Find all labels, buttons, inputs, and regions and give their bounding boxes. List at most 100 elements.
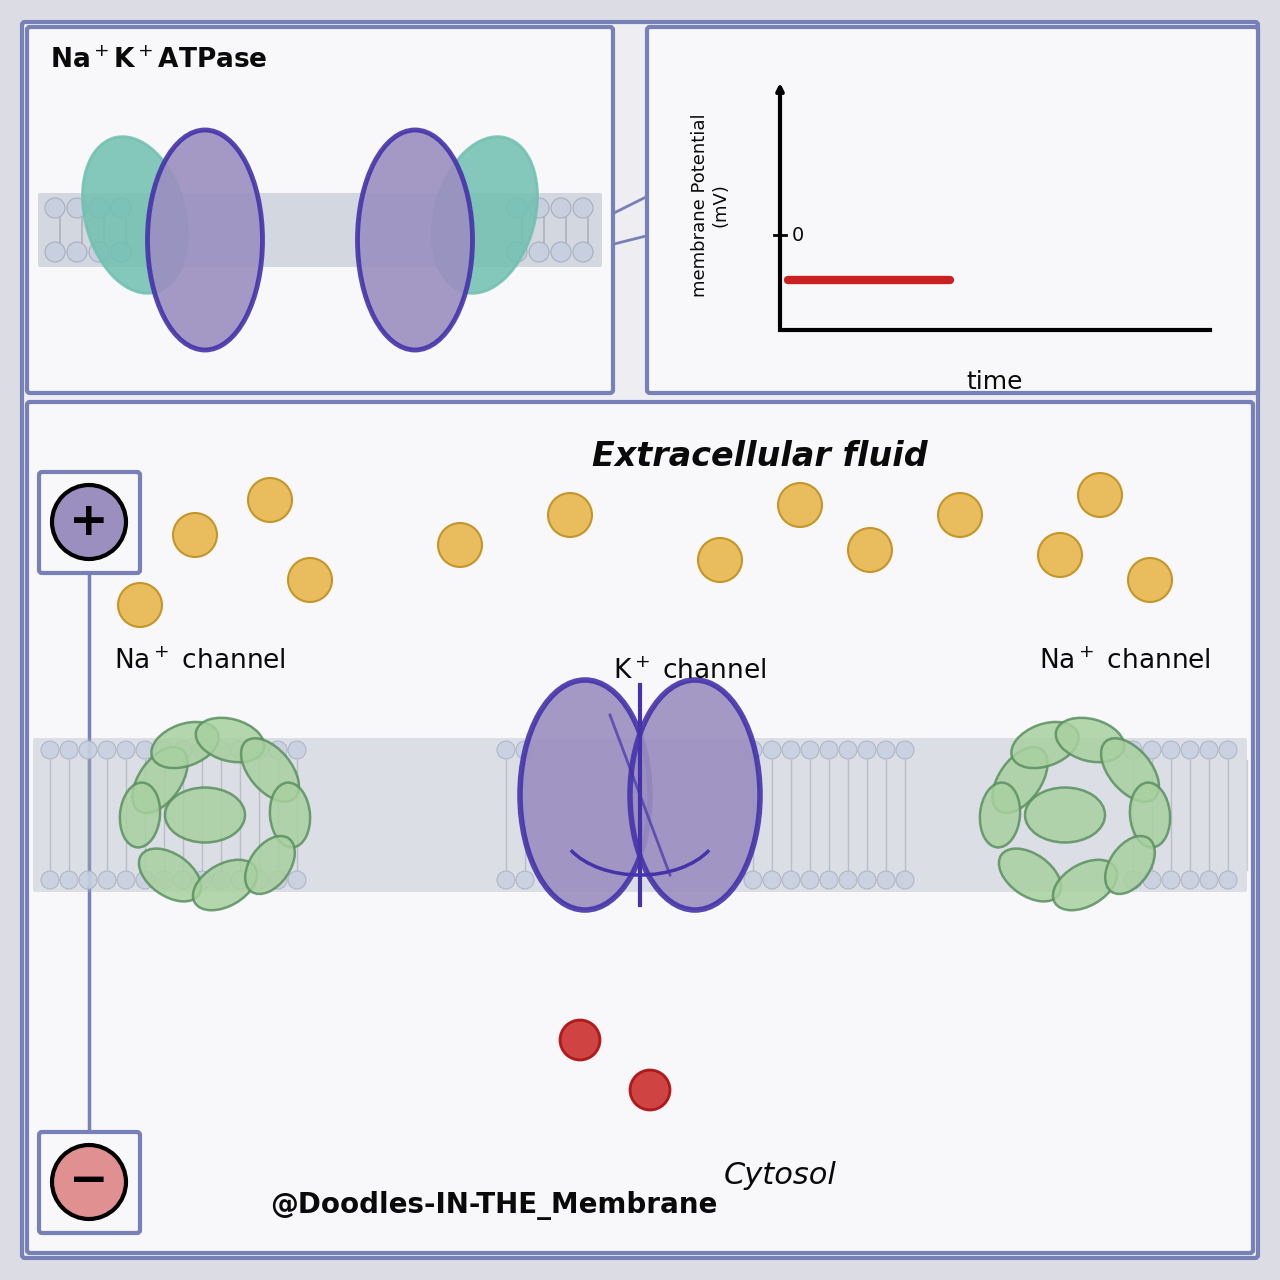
Circle shape — [1128, 558, 1172, 602]
Ellipse shape — [1101, 739, 1158, 801]
Circle shape — [896, 741, 914, 759]
Circle shape — [820, 870, 838, 890]
Circle shape — [1162, 870, 1180, 890]
Text: Extracellular fluid: Extracellular fluid — [593, 440, 928, 474]
Ellipse shape — [998, 849, 1061, 901]
Circle shape — [1162, 741, 1180, 759]
Circle shape — [763, 870, 781, 890]
Ellipse shape — [132, 748, 188, 813]
Circle shape — [801, 741, 819, 759]
Ellipse shape — [147, 131, 262, 349]
Ellipse shape — [196, 718, 264, 762]
Circle shape — [1124, 741, 1142, 759]
Text: +: + — [69, 499, 109, 544]
Circle shape — [838, 870, 858, 890]
Circle shape — [67, 198, 87, 218]
Circle shape — [849, 529, 892, 572]
FancyBboxPatch shape — [22, 22, 1258, 1258]
Circle shape — [60, 870, 78, 890]
Circle shape — [269, 870, 287, 890]
Circle shape — [507, 198, 527, 218]
FancyBboxPatch shape — [27, 27, 613, 393]
Circle shape — [41, 741, 59, 759]
Ellipse shape — [270, 782, 310, 847]
Circle shape — [90, 242, 109, 262]
Circle shape — [230, 870, 250, 890]
Circle shape — [630, 1070, 669, 1110]
Ellipse shape — [246, 836, 294, 893]
Ellipse shape — [1011, 722, 1079, 768]
Circle shape — [116, 741, 134, 759]
Circle shape — [516, 741, 534, 759]
Circle shape — [550, 198, 571, 218]
Text: @Doodles-IN-THE_Membrane: @Doodles-IN-THE_Membrane — [270, 1190, 717, 1220]
Circle shape — [778, 483, 822, 527]
Circle shape — [212, 870, 230, 890]
Circle shape — [698, 538, 742, 582]
Circle shape — [288, 870, 306, 890]
Circle shape — [269, 741, 287, 759]
Circle shape — [288, 558, 332, 602]
Circle shape — [155, 741, 173, 759]
Circle shape — [938, 493, 982, 538]
Ellipse shape — [151, 722, 219, 768]
Circle shape — [99, 870, 116, 890]
Circle shape — [52, 1146, 125, 1219]
Circle shape — [41, 870, 59, 890]
FancyBboxPatch shape — [27, 402, 1253, 1253]
Ellipse shape — [980, 782, 1020, 847]
Text: 0: 0 — [792, 225, 804, 244]
Ellipse shape — [433, 137, 538, 293]
Ellipse shape — [82, 137, 188, 293]
Text: Cytosol: Cytosol — [723, 1161, 836, 1190]
FancyBboxPatch shape — [38, 472, 140, 573]
Circle shape — [230, 741, 250, 759]
Circle shape — [45, 242, 65, 262]
Ellipse shape — [1025, 787, 1105, 842]
FancyBboxPatch shape — [38, 193, 602, 268]
Circle shape — [79, 870, 97, 890]
Circle shape — [288, 741, 306, 759]
Circle shape — [193, 870, 211, 890]
Text: time: time — [966, 370, 1023, 394]
Ellipse shape — [520, 680, 650, 910]
Circle shape — [1143, 870, 1161, 890]
Circle shape — [516, 870, 534, 890]
Circle shape — [877, 870, 895, 890]
Circle shape — [250, 741, 268, 759]
Ellipse shape — [193, 860, 257, 910]
Circle shape — [136, 870, 154, 890]
Ellipse shape — [1130, 782, 1170, 847]
Circle shape — [193, 741, 211, 759]
Circle shape — [52, 485, 125, 559]
Text: −: − — [69, 1160, 109, 1204]
Circle shape — [79, 741, 97, 759]
Ellipse shape — [1105, 836, 1155, 893]
Circle shape — [820, 741, 838, 759]
Circle shape — [155, 870, 173, 890]
Circle shape — [497, 870, 515, 890]
Circle shape — [212, 741, 230, 759]
Circle shape — [1143, 741, 1161, 759]
Circle shape — [1181, 741, 1199, 759]
Circle shape — [1078, 474, 1123, 517]
Circle shape — [60, 741, 78, 759]
Circle shape — [248, 477, 292, 522]
Ellipse shape — [357, 131, 472, 349]
Circle shape — [1219, 870, 1236, 890]
Circle shape — [782, 870, 800, 890]
Ellipse shape — [630, 680, 760, 910]
Text: Na$^+$K$^+$ATPase: Na$^+$K$^+$ATPase — [50, 49, 268, 74]
Circle shape — [858, 741, 876, 759]
Circle shape — [1181, 870, 1199, 890]
FancyBboxPatch shape — [38, 1132, 140, 1233]
Ellipse shape — [241, 739, 300, 801]
Circle shape — [136, 741, 154, 759]
Circle shape — [116, 870, 134, 890]
Circle shape — [497, 741, 515, 759]
Circle shape — [1201, 741, 1219, 759]
Ellipse shape — [165, 787, 244, 842]
Circle shape — [118, 582, 163, 627]
Circle shape — [573, 198, 593, 218]
Circle shape — [174, 741, 192, 759]
